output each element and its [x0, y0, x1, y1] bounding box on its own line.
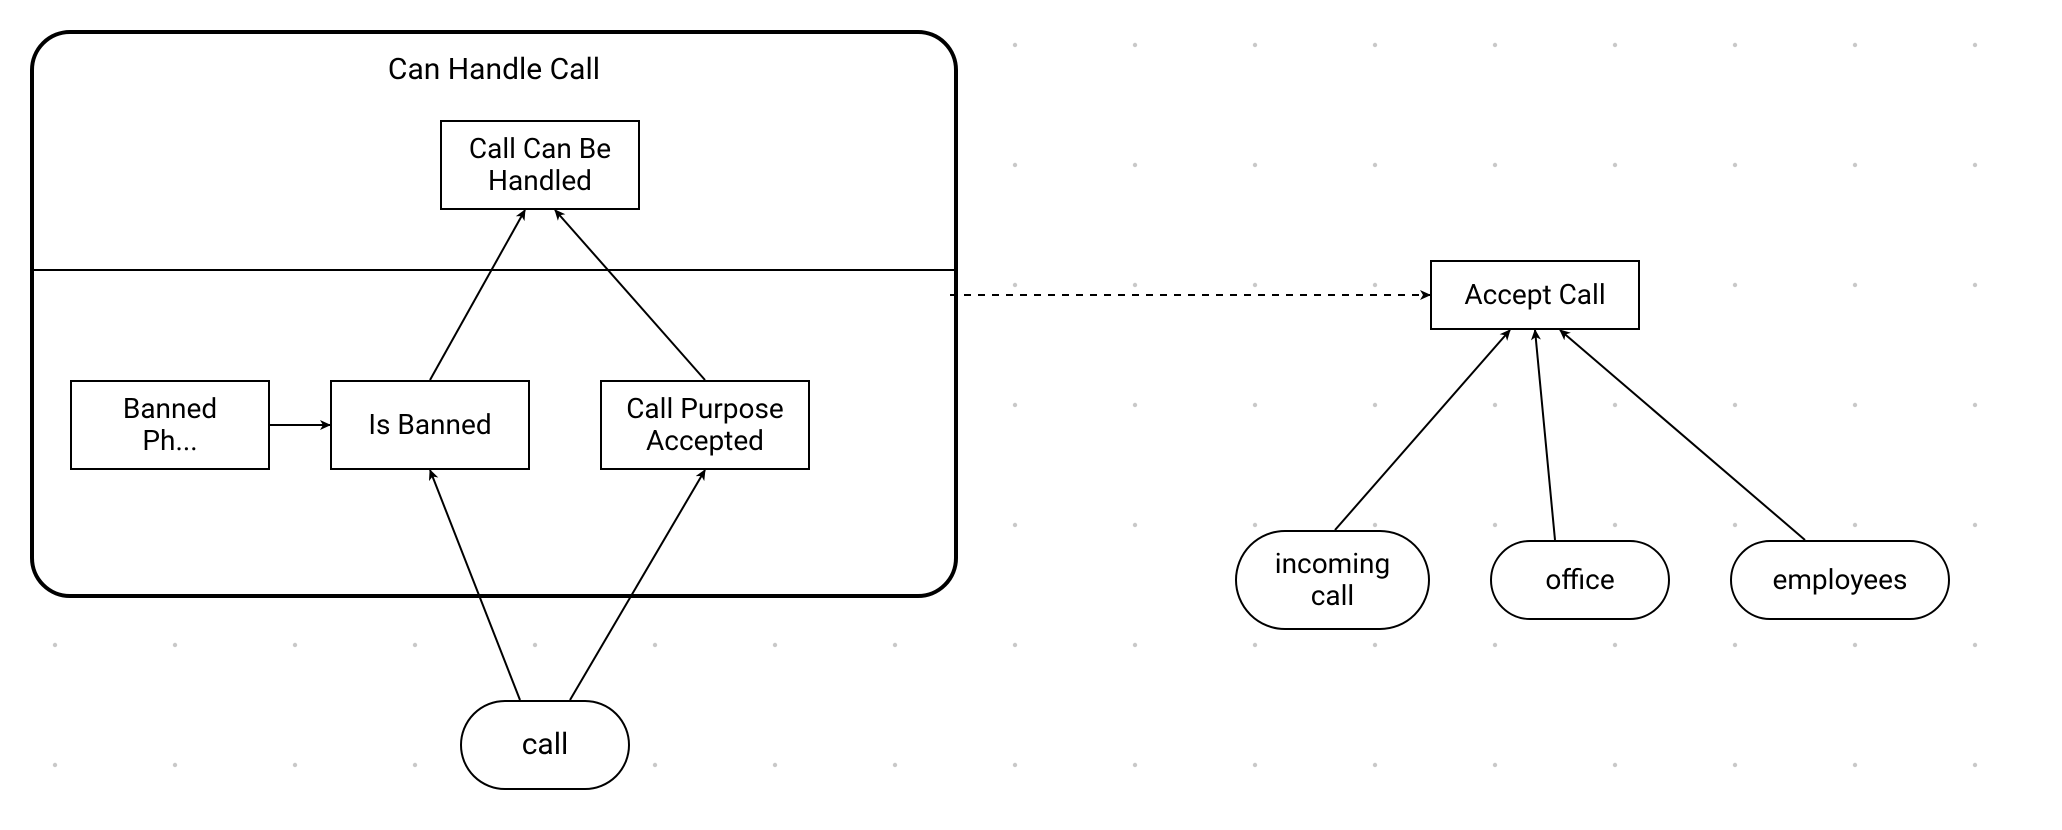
node-employees[interactable]: employees [1730, 540, 1950, 620]
diagram-canvas: Can Handle Call Call Can BeHandled Banned… [0, 0, 2062, 830]
node-is_banned[interactable]: Is Banned [330, 380, 530, 470]
node-call_purpose_accepted[interactable]: Call PurposeAccepted [600, 380, 810, 470]
container-title: Can Handle Call [34, 52, 954, 87]
node-call_can_be_handled[interactable]: Call Can BeHandled [440, 120, 640, 210]
node-accept_call[interactable]: Accept Call [1430, 260, 1640, 330]
container-divider [34, 269, 954, 271]
node-call[interactable]: call [460, 700, 630, 790]
node-office[interactable]: office [1490, 540, 1670, 620]
container-can-handle-call[interactable]: Can Handle Call [30, 30, 958, 598]
node-banned_ph[interactable]: BannedPh... [70, 380, 270, 470]
node-incoming_call[interactable]: incomingcall [1235, 530, 1430, 630]
